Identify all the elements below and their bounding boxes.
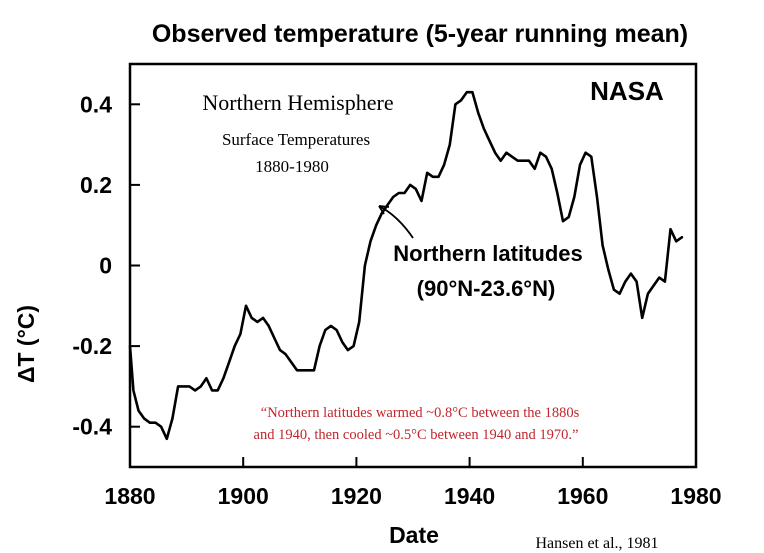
temperature-series-line — [128, 90, 684, 441]
chart-title: Observed temperature (5-year running mea… — [152, 20, 688, 48]
x-axis-label: Date — [389, 522, 439, 548]
y-axis-label: ΔT (°C) — [13, 305, 39, 383]
citation: Hansen et al., 1981 — [535, 535, 658, 552]
x-tick-label: 1880 — [104, 483, 155, 509]
panel-subtitle-2: 1880-1980 — [255, 157, 329, 176]
panel-title: Northern Hemisphere — [202, 90, 393, 115]
quote-line-2: and 1940, then cooled ~0.5°C between 194… — [254, 427, 579, 443]
x-tick-label: 1900 — [218, 483, 269, 509]
series-label-range: (90°N-23.6°N) — [417, 276, 556, 301]
panel-subtitle-1: Surface Temperatures — [222, 130, 370, 149]
y-tick-label: -0.2 — [72, 333, 112, 359]
nasa-logo: NASA — [590, 76, 664, 106]
y-tick-label: 0 — [99, 253, 112, 279]
quote-line-1: “Northern latitudes warmed ~0.8°C betwee… — [261, 405, 580, 421]
y-tick-label: -0.4 — [72, 414, 112, 440]
callout-arrowhead — [378, 205, 390, 215]
x-tick-label: 1920 — [331, 483, 382, 509]
axis-ticks: 1880 1900 1920 1940 1960 1980 0.4 0.2 0 -0.2 -0.4 — [72, 91, 721, 509]
series-layer — [128, 90, 684, 441]
x-tick-label: 1980 — [670, 483, 721, 509]
y-tick-label: 0.4 — [80, 91, 112, 117]
callout-arrow — [378, 205, 414, 239]
series-label-name: Northern latitudes — [393, 241, 582, 266]
y-tick-label: 0.2 — [80, 172, 112, 198]
x-tick-label: 1960 — [557, 483, 608, 509]
x-tick-label: 1940 — [444, 483, 495, 509]
